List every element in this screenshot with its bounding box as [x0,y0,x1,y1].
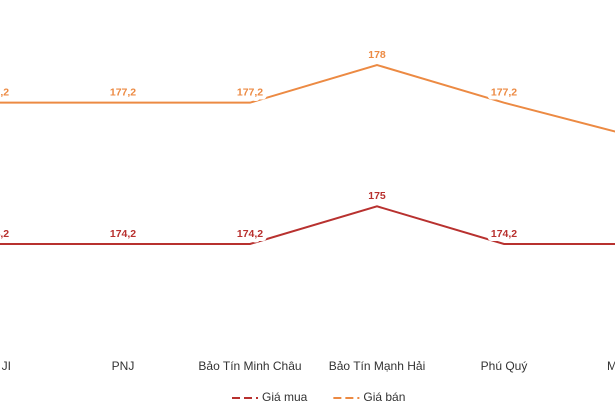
x-tick-label: JI [2,359,11,373]
x-tick-label: Bảo Tín Minh Châu [198,359,301,373]
data-label: 178 [368,49,386,61]
data-label: 175 [368,190,386,202]
x-tick-label: PNJ [112,359,135,373]
x-tick-label: Bảo Tín Mạnh Hải [329,359,426,373]
data-label: 177,2 [237,86,263,98]
data-label: 177,2 [491,86,517,98]
data-label: 174,2 [110,228,136,240]
x-tick-label: Phú Quý [481,359,528,373]
data-label: 177,2 [0,86,9,98]
data-label: 174,2 [0,228,9,240]
data-label: 177,2 [110,86,136,98]
x-tick-label: M [607,359,615,373]
data-label: 174,2 [237,228,263,240]
legend-label: Giá bán [363,390,405,404]
data-label: 174,2 [491,228,517,240]
legend-label: Giá mua [262,390,308,404]
series-line [0,63,615,133]
series-line [0,205,615,245]
